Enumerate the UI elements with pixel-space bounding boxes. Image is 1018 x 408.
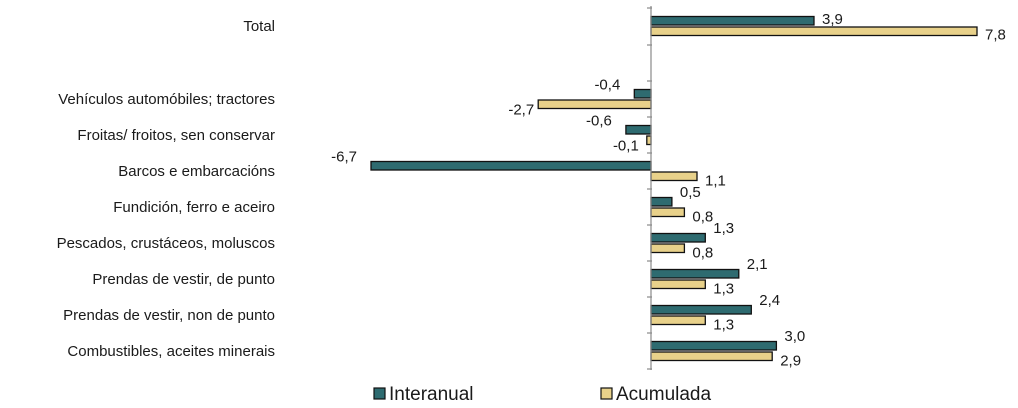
category-label-vehiculos-automobiles-tractores: Vehículos automóbiles; tractores	[58, 91, 275, 108]
value-label-interanual-prendas-de-vestir-de-punto: 2,1	[747, 256, 768, 273]
legend: Interanual Acumulada	[373, 384, 711, 405]
bar-acumulada-pescados-crustaceos-moluscos	[650, 243, 686, 254]
value-label-interanual-froitas-froitos-sen-conservar: -0,6	[586, 113, 612, 130]
category-label-prendas-de-vestir-non-de-punto: Prendas de vestir, non de punto	[63, 307, 275, 324]
zero-axis	[647, 6, 652, 370]
legend-label-interanual: Interanual	[389, 384, 474, 405]
category-label-pescados-crustaceos-moluscos: Pescados, crustáceos, moluscos	[57, 235, 275, 252]
bar-interanual-total	[650, 15, 815, 26]
value-label-interanual-total: 3,9	[822, 11, 843, 28]
value-label-interanual-prendas-de-vestir-non-de-punto: 2,4	[759, 292, 780, 309]
value-label-acumulada-vehiculos-automobiles-tractores: -2,7	[508, 102, 534, 119]
bar-acumulada-prendas-de-vestir-de-punto	[650, 279, 706, 290]
category-label-fundicion-ferro-e-aceiro: Fundición, ferro e aceiro	[113, 199, 275, 216]
category-label-prendas-de-vestir-de-punto: Prendas de vestir, de punto	[92, 271, 275, 288]
legend-swatch-acumulada	[600, 387, 613, 400]
value-label-acumulada-combustibles-aceites-minerais: 2,9	[780, 353, 801, 370]
value-label-interanual-combustibles-aceites-minerais: 3,0	[784, 328, 805, 345]
value-labels: 3,97,8-0,4-2,7-0,6-0,1-6,71,10,50,81,30,…	[331, 11, 1006, 370]
bar-interanual-froitas-froitos-sen-conservar	[625, 124, 652, 135]
bar-acumulada-total	[650, 26, 978, 37]
value-label-acumulada-barcos-e-embarcacions: 1,1	[705, 173, 726, 190]
bar-interanual-combustibles-aceites-minerais	[650, 340, 778, 351]
bar-interanual-prendas-de-vestir-de-punto	[650, 268, 740, 279]
bar-interanual-prendas-de-vestir-non-de-punto	[650, 304, 752, 315]
value-label-acumulada-prendas-de-vestir-non-de-punto: 1,3	[713, 317, 734, 334]
bar-interanual-pescados-crustaceos-moluscos	[650, 232, 706, 243]
bar-acumulada-barcos-e-embarcacions	[650, 171, 698, 182]
category-label-total: Total	[243, 18, 275, 35]
value-label-acumulada-fundicion-ferro-e-aceiro: 0,8	[692, 209, 713, 226]
value-label-acumulada-total: 7,8	[985, 27, 1006, 44]
category-label-barcos-e-embarcacions: Barcos e embarcacións	[118, 163, 275, 180]
category-label-froitas-froitos-sen-conservar: Froitas/ froitos, sen conservar	[77, 127, 275, 144]
value-label-interanual-barcos-e-embarcacions: -6,7	[331, 149, 357, 166]
value-label-interanual-fundicion-ferro-e-aceiro: 0,5	[680, 184, 701, 201]
bar-interanual-barcos-e-embarcacions	[370, 160, 652, 171]
category-labels: Total Vehículos automóbiles; tractores Fro…	[57, 18, 275, 360]
bar-interanual-vehiculos-automobiles-tractores	[633, 88, 652, 99]
value-label-acumulada-pescados-crustaceos-moluscos: 0,8	[692, 245, 713, 262]
bar-acumulada-froitas-froitos-sen-conservar	[646, 135, 652, 146]
legend-label-acumulada: Acumulada	[616, 384, 711, 405]
bar-acumulada-prendas-de-vestir-non-de-punto	[650, 315, 706, 326]
bar-interanual-fundicion-ferro-e-aceiro	[650, 196, 673, 207]
value-label-acumulada-prendas-de-vestir-de-punto: 1,3	[713, 281, 734, 298]
category-label-combustibles-aceites-minerais: Combustibles, aceites minerais	[67, 343, 275, 360]
legend-swatch-interanual	[373, 387, 386, 400]
bars-group	[370, 15, 978, 362]
bar-acumulada-combustibles-aceites-minerais	[650, 351, 773, 362]
value-label-interanual-vehiculos-automobiles-tractores: -0,4	[594, 77, 620, 94]
bar-acumulada-vehiculos-automobiles-tractores	[537, 99, 652, 110]
bar-acumulada-fundicion-ferro-e-aceiro	[650, 207, 686, 218]
value-label-acumulada-froitas-froitos-sen-conservar: -0,1	[613, 138, 639, 155]
value-label-interanual-pescados-crustaceos-moluscos: 1,3	[713, 220, 734, 237]
